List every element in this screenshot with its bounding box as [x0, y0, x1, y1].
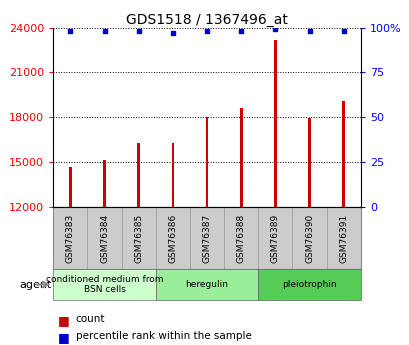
Bar — [205, 117, 208, 207]
Bar — [308, 118, 310, 207]
Text: GSM76386: GSM76386 — [168, 214, 177, 263]
Bar — [53, 269, 155, 300]
Text: GSM76389: GSM76389 — [270, 214, 279, 263]
Text: ■: ■ — [57, 314, 69, 327]
Text: heregulin: heregulin — [185, 280, 228, 289]
Title: GDS1518 / 1367496_at: GDS1518 / 1367496_at — [126, 12, 287, 27]
Text: pleiotrophin: pleiotrophin — [281, 280, 336, 289]
Text: GSM76391: GSM76391 — [338, 214, 347, 263]
Bar — [326, 207, 360, 269]
Bar — [258, 269, 360, 300]
Bar — [69, 167, 72, 207]
Text: count: count — [76, 314, 105, 324]
Bar — [53, 207, 87, 269]
Text: GSM76383: GSM76383 — [66, 214, 75, 263]
Text: GSM76385: GSM76385 — [134, 214, 143, 263]
Bar — [239, 108, 242, 207]
Text: GSM76388: GSM76388 — [236, 214, 245, 263]
Bar — [292, 207, 326, 269]
Bar — [137, 143, 140, 207]
Bar — [189, 207, 224, 269]
Bar — [155, 207, 189, 269]
Bar — [87, 207, 121, 269]
Text: GSM76387: GSM76387 — [202, 214, 211, 263]
Bar — [155, 269, 258, 300]
Bar — [258, 207, 292, 269]
Text: conditioned medium from
BSN cells: conditioned medium from BSN cells — [46, 275, 163, 294]
Bar — [121, 207, 155, 269]
Text: GSM76390: GSM76390 — [304, 214, 313, 263]
Text: percentile rank within the sample: percentile rank within the sample — [76, 331, 251, 341]
Bar — [342, 101, 344, 207]
Bar — [171, 143, 174, 207]
Bar — [273, 40, 276, 207]
Text: GSM76384: GSM76384 — [100, 214, 109, 263]
Bar — [103, 160, 106, 207]
Text: agent: agent — [19, 280, 52, 289]
Text: ■: ■ — [57, 331, 69, 344]
Bar — [224, 207, 258, 269]
